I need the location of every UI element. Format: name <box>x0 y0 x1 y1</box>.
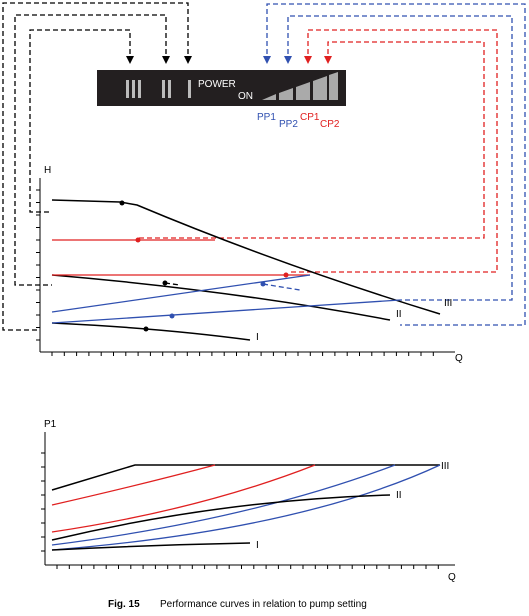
head-curves <box>51 199 441 341</box>
curve-label: I <box>256 332 259 343</box>
curve-label: III <box>441 461 449 472</box>
power-axes <box>41 432 455 569</box>
axis-label: Q <box>455 353 463 364</box>
axis-label: P1 <box>44 419 57 430</box>
axis-label: H <box>44 165 51 176</box>
control-panel: POWER ON <box>97 70 346 106</box>
mode-label: PP2 <box>279 119 298 130</box>
curve-label: III <box>444 298 452 309</box>
curve-label: II <box>396 309 402 320</box>
curve-label: I <box>256 540 259 551</box>
caption-text: Performance curves in relation to pump s… <box>160 599 367 610</box>
curve-label: II <box>396 490 402 501</box>
mode-label: CP1 <box>300 112 320 123</box>
on-label: ON <box>238 91 253 102</box>
mode-label: PP1 <box>257 112 276 123</box>
power-curves <box>51 464 441 551</box>
mode-label: CP2 <box>320 119 340 130</box>
head-axes <box>36 178 455 356</box>
axis-label: Q <box>448 572 456 583</box>
caption-figure: Fig. 15 <box>108 599 140 610</box>
connectors <box>2 2 526 331</box>
power-label: POWER <box>198 79 236 90</box>
